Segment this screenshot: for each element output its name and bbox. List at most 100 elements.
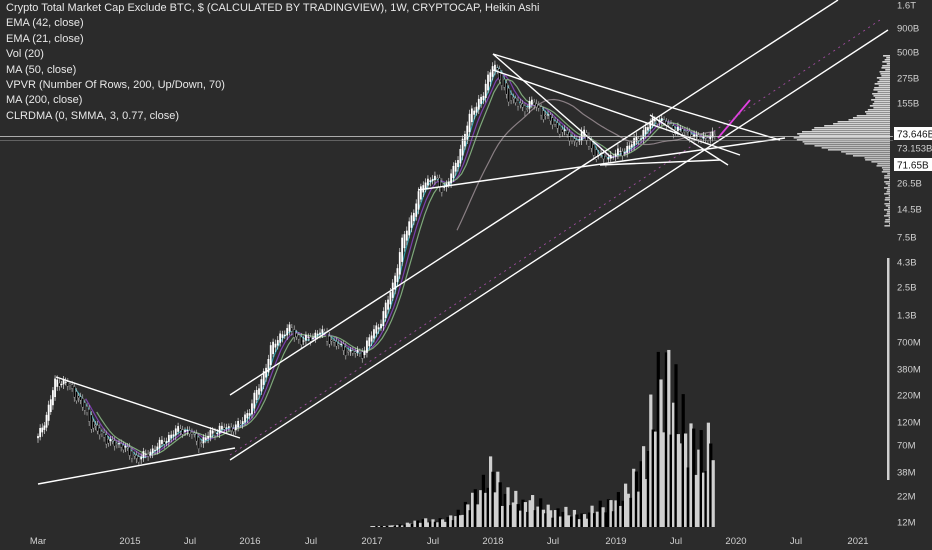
chart-title[interactable]: Crypto Total Market Cap Exclude BTC, $ (… — [6, 2, 540, 14]
candle-body — [156, 446, 159, 451]
indicator-clrdma[interactable]: CLRDMA (0, SMMA, 3, 0.77, close) — [6, 109, 179, 122]
candle-body — [197, 437, 200, 449]
volume-bar — [577, 519, 582, 527]
candle-body — [434, 175, 436, 181]
vpvr-row — [864, 157, 890, 159]
time-tick-label: Jul — [670, 536, 682, 547]
volume-bar — [526, 511, 530, 527]
indicator-ma200[interactable]: MA (200, close) — [6, 94, 83, 107]
time-tick-label: Mar — [30, 536, 46, 547]
vpvr-row — [889, 201, 890, 203]
price-tick-label: 22M — [897, 492, 916, 503]
price-tick-label: 2.5B — [897, 283, 917, 294]
volume-bar — [659, 379, 663, 527]
vpvr-row — [821, 147, 890, 149]
vpvr-row — [856, 115, 890, 117]
volume-bar — [370, 526, 374, 527]
volume-bar — [569, 516, 574, 527]
price-tick-label: 70M — [897, 441, 916, 452]
candle-body — [454, 162, 457, 172]
volume-bar — [679, 443, 683, 527]
candle-body — [693, 134, 695, 137]
candle-body — [281, 334, 284, 338]
indicator-ema21[interactable]: EMA (21, close) — [6, 32, 84, 45]
candle-body — [340, 343, 343, 345]
candle-body — [391, 282, 394, 298]
vpvr-row — [852, 155, 890, 157]
candle-body — [387, 299, 389, 310]
candle-body — [690, 134, 693, 140]
candle-body — [237, 420, 239, 428]
candle-body — [656, 120, 659, 124]
candle-body — [267, 358, 270, 373]
candle-body — [209, 430, 212, 438]
candle-body — [142, 451, 145, 458]
vpvr-row — [852, 117, 890, 119]
volume-bar — [489, 456, 493, 527]
price-axis[interactable]: 1.6T 900B 500B 275B 155B 73.646B 73.153B 71.65B… — [894, 1, 932, 529]
candle-body — [154, 449, 156, 451]
volume-bar — [408, 523, 412, 527]
candle-body — [496, 67, 499, 70]
candle-body — [494, 64, 496, 72]
volume-bar — [382, 526, 387, 527]
candle-body — [695, 134, 698, 136]
vpvr-row — [871, 99, 890, 101]
candle-body — [118, 443, 120, 445]
candle-body — [377, 327, 380, 330]
vpvr-row — [872, 93, 890, 95]
candle-body — [172, 434, 175, 437]
candle-body — [47, 404, 50, 421]
vpvr-row — [793, 137, 890, 139]
volume-bar — [486, 487, 490, 527]
volume-bar — [413, 520, 417, 527]
candle-body — [607, 157, 610, 160]
vpvr-row — [874, 87, 890, 89]
candle-body — [429, 180, 432, 182]
volume-bar — [398, 524, 402, 527]
volume-bar — [606, 499, 611, 527]
trendline — [417, 137, 786, 191]
indicator-vpvr[interactable]: VPVR (Number Of Rows, 200, Up/Down, 70) — [6, 79, 225, 92]
volume-bar — [498, 482, 502, 527]
indicator-volume[interactable]: Vol (20) — [6, 48, 44, 61]
volume-bar — [684, 433, 688, 527]
volume-bar — [556, 508, 560, 527]
candle-body — [255, 389, 258, 400]
candle-body — [445, 183, 448, 187]
volume-bar — [433, 521, 437, 527]
vpvr-row — [886, 191, 890, 193]
candle-body — [681, 128, 684, 133]
volume-bar — [441, 519, 445, 527]
candle-body — [213, 431, 217, 436]
candle-body — [111, 439, 114, 442]
vpvr-row — [887, 185, 890, 187]
candle-body — [165, 441, 168, 443]
candle-body — [120, 443, 123, 448]
volume-bar — [587, 512, 592, 527]
candle-body — [41, 427, 44, 433]
candle-body — [71, 384, 74, 389]
volume-bar — [380, 526, 384, 527]
forecast-dotted-line — [229, 19, 881, 456]
candle-body — [319, 332, 321, 335]
candle-body — [480, 96, 482, 104]
indicator-ema42[interactable]: EMA (42, close) — [6, 17, 84, 30]
candle-body — [52, 390, 54, 406]
candle-body — [580, 131, 583, 141]
volume-bar — [649, 394, 653, 527]
candle-body — [382, 311, 385, 327]
candle-body — [443, 186, 446, 188]
volume-bar — [493, 492, 497, 527]
price-tick-label: 380M — [897, 365, 921, 376]
volume-bar — [375, 526, 379, 527]
time-axis[interactable]: Mar 2015 Jul 2016 Jul 2017 Jul 2018 Jul 2019 Jul 20… — [30, 536, 869, 547]
volume-bar — [604, 512, 608, 527]
indicator-ma50[interactable]: MA (50, close) — [6, 63, 77, 76]
candle-body — [412, 212, 415, 222]
candle-body — [489, 72, 492, 82]
candle-body — [457, 160, 459, 168]
candle-body — [221, 425, 223, 430]
